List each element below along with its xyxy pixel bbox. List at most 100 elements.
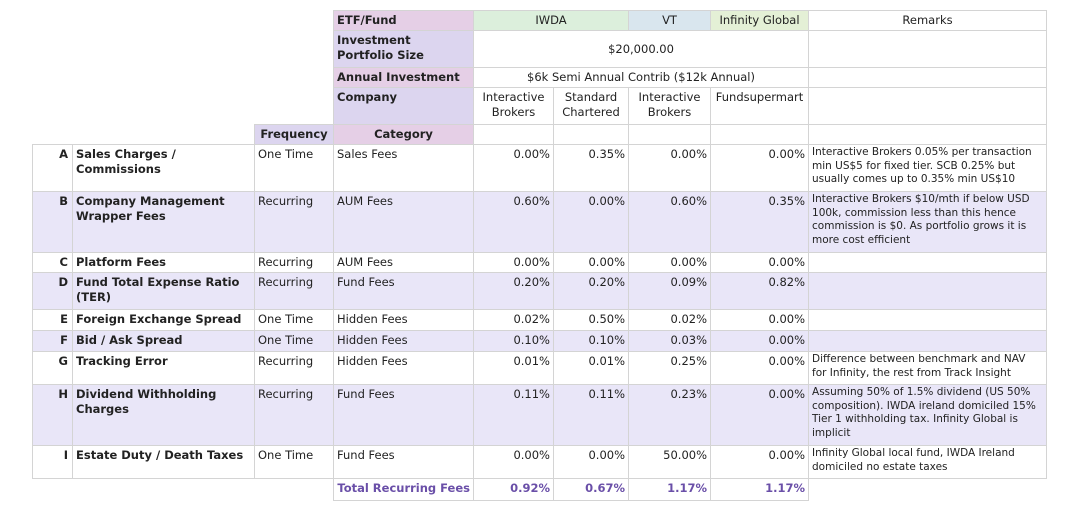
fee-value-iwda[interactable]: 0.10% (473, 330, 554, 352)
fee-category[interactable]: AUM Fees (333, 252, 474, 273)
frequency-header[interactable]: Frequency (254, 124, 334, 145)
annual-investment-label[interactable]: Annual Investment (333, 67, 474, 88)
fee-value-iwda-alt[interactable]: 0.00% (552, 252, 630, 273)
row-letter[interactable]: A (32, 144, 73, 192)
fee-category[interactable]: Hidden Fees (333, 351, 474, 385)
fee-value-infinity[interactable]: 0.00% (710, 445, 810, 479)
fee-value-iwda-alt[interactable]: 0.01% (552, 351, 630, 385)
row-letter[interactable]: G (32, 351, 73, 385)
annual-investment-value[interactable]: $6k Semi Annual Contrib ($12k Annual) (472, 67, 810, 88)
remarks-header[interactable]: Remarks (808, 10, 1048, 31)
fee-name[interactable]: Dividend Withholding Charges (72, 384, 255, 446)
fee-name[interactable]: Fund Total Expense Ratio (TER) (72, 272, 255, 310)
company-label[interactable]: Company (333, 87, 474, 125)
fee-value-iwda[interactable]: 0.00% (473, 144, 554, 192)
fee-value-infinity[interactable]: 0.00% (710, 330, 810, 352)
fund-iwda-header[interactable]: IWDA (472, 10, 630, 31)
fee-value-infinity[interactable]: 0.00% (710, 309, 810, 331)
fee-remark[interactable] (808, 272, 1048, 310)
blank-cell[interactable] (552, 124, 630, 145)
fee-value-iwda[interactable]: 0.01% (473, 351, 554, 385)
row-letter[interactable]: C (32, 252, 73, 273)
fee-category[interactable]: AUM Fees (333, 191, 474, 253)
fee-value-iwda[interactable]: 0.60% (473, 191, 554, 253)
fee-value-iwda-alt[interactable]: 0.00% (552, 445, 630, 479)
fee-category[interactable]: Fund Fees (333, 384, 474, 446)
blank-cell[interactable] (710, 124, 810, 145)
company-iwda[interactable]: Interactive Brokers (473, 87, 554, 125)
fee-remark[interactable]: Assuming 50% of 1.5% dividend (US 50% co… (808, 384, 1048, 446)
category-header[interactable]: Category (333, 124, 474, 145)
portfolio-size-value[interactable]: $20,000.00 (472, 30, 810, 68)
fee-value-iwda[interactable]: 0.11% (473, 384, 554, 446)
fee-remark[interactable]: Infinity Global local fund, IWDA Ireland… (808, 445, 1048, 479)
fee-name[interactable]: Estate Duty / Death Taxes (72, 445, 255, 479)
fee-value-infinity[interactable]: 0.82% (710, 272, 810, 310)
fee-value-vt[interactable]: 0.00% (628, 252, 712, 273)
fee-value-iwda[interactable]: 0.02% (473, 309, 554, 331)
company-iwda-alt[interactable]: Standard Chartered (552, 87, 630, 125)
fee-name[interactable]: Foreign Exchange Spread (72, 309, 255, 331)
blank-cell[interactable] (628, 124, 712, 145)
portfolio-remark-cell[interactable] (808, 30, 1048, 68)
fee-remark[interactable] (808, 330, 1048, 352)
fee-category[interactable]: Fund Fees (333, 272, 474, 310)
fee-value-vt[interactable]: 50.00% (628, 445, 712, 479)
fee-value-vt[interactable]: 0.60% (628, 191, 712, 253)
row-letter[interactable]: I (32, 445, 73, 479)
fund-infinity-header[interactable]: Infinity Global (710, 10, 810, 31)
fee-remark[interactable]: Interactive Brokers 0.05% per transactio… (808, 144, 1048, 192)
fee-value-infinity[interactable]: 0.00% (710, 144, 810, 192)
blank-cell[interactable] (808, 124, 1048, 145)
fee-category[interactable]: Sales Fees (333, 144, 474, 192)
fee-category[interactable]: Fund Fees (333, 445, 474, 479)
company-infinity[interactable]: Fundsupermart (710, 87, 810, 125)
fee-value-iwda[interactable]: 0.00% (473, 252, 554, 273)
fee-frequency[interactable]: Recurring (254, 191, 334, 253)
fee-value-iwda-alt[interactable]: 0.00% (552, 191, 630, 253)
fee-name[interactable]: Bid / Ask Spread (72, 330, 255, 352)
total-recurring-label[interactable]: Total Recurring Fees (333, 478, 474, 501)
fee-value-vt[interactable]: 0.00% (628, 144, 712, 192)
fee-value-iwda-alt[interactable]: 0.11% (552, 384, 630, 446)
fee-value-iwda[interactable]: 0.00% (473, 445, 554, 479)
fee-value-iwda-alt[interactable]: 0.50% (552, 309, 630, 331)
fee-remark[interactable]: Interactive Brokers $10/mth if below USD… (808, 191, 1048, 253)
company-remark-cell[interactable] (808, 87, 1048, 125)
etf-fund-label[interactable]: ETF/Fund (333, 10, 474, 31)
fee-name[interactable]: Company Management Wrapper Fees (72, 191, 255, 253)
row-letter[interactable]: H (32, 384, 73, 446)
total-vt[interactable]: 1.17% (628, 478, 712, 501)
fee-value-vt[interactable]: 0.09% (628, 272, 712, 310)
fee-frequency[interactable]: Recurring (254, 272, 334, 310)
fee-value-vt[interactable]: 0.03% (628, 330, 712, 352)
total-infinity[interactable]: 1.17% (710, 478, 810, 501)
total-iwda[interactable]: 0.92% (473, 478, 554, 501)
fee-value-infinity[interactable]: 0.00% (710, 384, 810, 446)
row-letter[interactable]: B (32, 191, 73, 253)
fee-frequency[interactable]: One Time (254, 330, 334, 352)
fee-value-iwda-alt[interactable]: 0.20% (552, 272, 630, 310)
fee-category[interactable]: Hidden Fees (333, 330, 474, 352)
fee-frequency[interactable]: One Time (254, 445, 334, 479)
fee-value-infinity[interactable]: 0.35% (710, 191, 810, 253)
fee-frequency[interactable]: Recurring (254, 384, 334, 446)
fee-value-vt[interactable]: 0.02% (628, 309, 712, 331)
company-vt[interactable]: Interactive Brokers (628, 87, 712, 125)
fee-remark[interactable]: Difference between benchmark and NAV for… (808, 351, 1048, 385)
fee-remark[interactable] (808, 309, 1048, 331)
fee-value-vt[interactable]: 0.23% (628, 384, 712, 446)
fee-category[interactable]: Hidden Fees (333, 309, 474, 331)
fee-value-infinity[interactable]: 0.00% (710, 252, 810, 273)
fee-frequency[interactable]: One Time (254, 309, 334, 331)
fund-vt-header[interactable]: VT (628, 10, 712, 31)
fee-value-iwda[interactable]: 0.20% (473, 272, 554, 310)
blank-cell[interactable] (473, 124, 554, 145)
fee-value-vt[interactable]: 0.25% (628, 351, 712, 385)
fee-name[interactable]: Sales Charges / Commissions (72, 144, 255, 192)
fee-value-iwda-alt[interactable]: 0.10% (552, 330, 630, 352)
annual-remark-cell[interactable] (808, 67, 1048, 88)
row-letter[interactable]: F (32, 330, 73, 352)
fee-value-iwda-alt[interactable]: 0.35% (552, 144, 630, 192)
total-iwda-alt[interactable]: 0.67% (552, 478, 630, 501)
